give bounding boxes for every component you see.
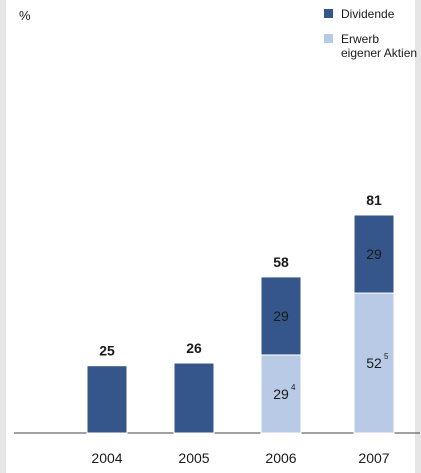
data-label-2006-0: 29	[273, 386, 289, 402]
data-label-2007-0: 52	[366, 355, 382, 371]
bar-dividende-2004	[86, 365, 128, 434]
bar-dividende-2005	[173, 362, 215, 434]
data-label-2006-1: 29	[273, 308, 289, 324]
unit-label: %	[19, 8, 31, 23]
bar-erwerb-2006	[260, 354, 302, 434]
x-tick-label-2005: 2005	[178, 450, 209, 466]
legend-label-1-0: Erwerb	[341, 32, 379, 46]
bar-dividende-2007	[353, 214, 395, 294]
total-label-2006: 58	[273, 254, 289, 270]
legend-label-1-1: eigener Aktien	[341, 46, 417, 60]
footnote-marker-2007: 5	[384, 352, 389, 361]
bars	[86, 214, 395, 434]
legend-swatch-0	[324, 9, 333, 18]
x-tick-label-2004: 2004	[91, 450, 122, 466]
total-label-2005: 26	[186, 340, 202, 356]
footnote-marker-2006: 4	[291, 383, 296, 392]
total-label-2007: 81	[366, 192, 382, 208]
legend-swatch-1	[324, 34, 333, 43]
total-label-2004: 25	[99, 343, 115, 359]
legend-label-0-0: Dividende	[341, 7, 395, 21]
chart-frame: % Dividende Erwerb eigener Aktien 25 2004 26…	[6, 0, 420, 473]
x-tick-label-2007: 2007	[358, 450, 389, 466]
data-label-2007-1: 29	[366, 246, 382, 262]
x-tick-label-2006: 2006	[265, 450, 296, 466]
bar-dividende-2006	[260, 276, 302, 356]
